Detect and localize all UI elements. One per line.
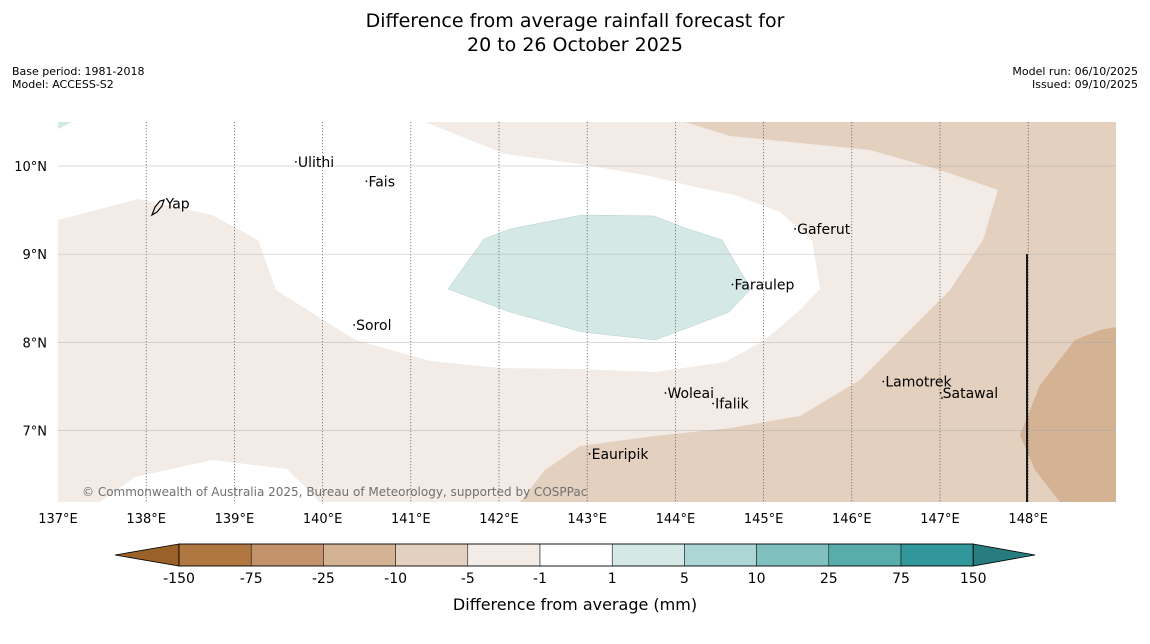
colorbar-outline <box>178 543 974 567</box>
latitude-labels: 10°N 9°N 8°N 7°N <box>14 160 47 440</box>
colorbar-tick-label: -25 <box>312 571 335 587</box>
place-label: Sorol <box>356 318 391 334</box>
island-marker <box>712 402 714 405</box>
latitude-label: 9°N <box>23 248 48 263</box>
island-marker <box>882 380 885 383</box>
colorbar-segment <box>539 543 613 567</box>
colorbar-tick-label: 10 <box>748 571 766 587</box>
island-marker <box>365 180 368 183</box>
meta-left: Base period: 1981-2018 Model: ACCESS-S2 <box>12 65 144 91</box>
colorbar-tick-label: -10 <box>384 571 407 587</box>
issued-date: Issued: 09/10/2025 <box>1031 78 1138 91</box>
contour-dark-dry <box>1020 327 1116 502</box>
colorbar-segment <box>900 543 974 567</box>
map-title: Difference from average rainfall forecas… <box>0 9 1150 57</box>
longitude-label: 143°E <box>567 512 607 527</box>
longitude-label: 145°E <box>744 512 784 527</box>
place-label: Yap <box>165 196 190 212</box>
colorbar-segment <box>323 543 396 567</box>
latitude-label: 10°N <box>14 160 47 175</box>
island-marker <box>664 392 667 394</box>
place-label: Ifalik <box>715 397 749 413</box>
colorbar-ticks: -150 -75 -25 -10 -5 -1 1 5 10 25 75 150 <box>163 571 986 587</box>
colorbar-segment <box>178 543 252 567</box>
colorbar-tick-label: 150 <box>960 571 987 587</box>
colorbar-segment <box>395 543 469 567</box>
longitude-label: 137°E <box>38 512 78 527</box>
colorbar-tick-label: -150 <box>163 571 195 587</box>
colorbar-tick-label: -75 <box>240 571 263 587</box>
place-label: Ulithi <box>298 155 334 171</box>
contour-light-wet-corner <box>58 122 72 129</box>
island-marker <box>295 160 297 163</box>
title-line-1: Difference from average rainfall forecas… <box>365 10 785 32</box>
colorbar-title: Difference from average (mm) <box>453 595 697 614</box>
longitude-label: 146°E <box>832 512 872 527</box>
longitude-label: 141°E <box>391 512 431 527</box>
colorbar-tick-label: 1 <box>608 571 617 587</box>
yap-island <box>150 199 165 217</box>
island-markers <box>295 160 943 455</box>
place-label: Faraulep <box>734 277 794 293</box>
place-label: Eauripik <box>592 447 650 463</box>
place-label: Woleai <box>667 386 714 402</box>
model-name: Model: ACCESS-S2 <box>12 78 114 91</box>
map-area: © Commonwealth of Australia 2025, Bureau… <box>58 122 1116 502</box>
longitude-label: 144°E <box>656 512 696 527</box>
contour-medium-dry <box>520 122 1116 502</box>
island-marker <box>939 392 942 394</box>
place-label: Lamotrek <box>885 375 952 391</box>
colorbar-segment <box>250 543 324 567</box>
colorbar-extend-left <box>114 543 180 567</box>
longitude-label: 140°E <box>303 512 343 527</box>
longitude-label: 147°E <box>920 512 960 527</box>
colorbar-tick-label: 5 <box>680 571 689 587</box>
contour-white-patch <box>100 460 320 502</box>
colorbar-tick-label: 75 <box>892 571 910 587</box>
latitude-label: 7°N <box>23 425 48 440</box>
island-marker <box>731 283 734 286</box>
colorbar-tick-label: 25 <box>820 571 838 587</box>
colorbar-extend-right <box>972 543 1036 567</box>
title-line-2: 20 to 26 October 2025 <box>467 34 683 56</box>
colorbar-segment <box>467 543 541 567</box>
colorbar-tick-label: -5 <box>461 571 475 587</box>
longitude-labels: 137°E 138°E 139°E 140°E 141°E 142°E 143°E 144°E… <box>38 512 1048 527</box>
longitude-label: 148°E <box>1008 512 1048 527</box>
latitude-label: 8°N <box>23 336 48 351</box>
base-period: Base period: 1981-2018 <box>12 65 145 78</box>
place-label: Satawal <box>943 386 998 402</box>
meta-right: Model run: 06/10/2025 Issued: 09/10/2025 <box>1012 65 1138 91</box>
gridlines <box>58 122 1116 502</box>
place-label: Gaferut <box>797 222 851 238</box>
island-marker <box>588 452 591 455</box>
longitude-label: 142°E <box>479 512 519 527</box>
colorbar-segment <box>611 543 685 567</box>
island-marker <box>794 228 797 230</box>
colorbar-tick-label: -1 <box>533 571 547 587</box>
place-labels: Yap Ulithi Fais Gaferut Faraulep Sorol WoleaiI… <box>165 155 998 463</box>
colorbar-segment <box>756 543 830 567</box>
island-marker <box>353 324 356 326</box>
longitude-label: 139°E <box>215 512 255 527</box>
island-marker <box>941 397 943 399</box>
model-run: Model run: 06/10/2025 <box>1012 65 1138 78</box>
place-label: Fais <box>368 174 395 190</box>
colorbar-segment <box>684 543 757 567</box>
longitude-label: 138°E <box>126 512 166 527</box>
copyright-text: © Commonwealth of Australia 2025, Bureau… <box>82 485 587 499</box>
colorbar <box>114 543 1036 567</box>
colorbar-segment <box>828 543 902 567</box>
